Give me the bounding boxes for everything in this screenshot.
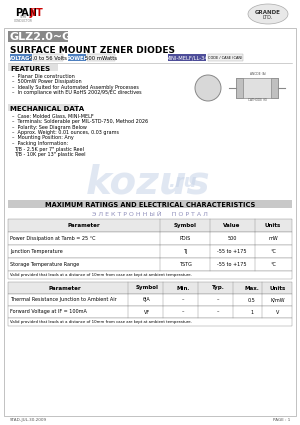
Bar <box>8 318 292 326</box>
Text: GRANDE: GRANDE <box>255 9 281 14</box>
FancyBboxPatch shape <box>8 200 292 208</box>
FancyBboxPatch shape <box>4 28 296 416</box>
Bar <box>236 78 243 98</box>
Text: 1: 1 <box>250 309 254 314</box>
Text: –  Approx. Weight: 0.01 ounces, 0.03 grams: – Approx. Weight: 0.01 ounces, 0.03 gram… <box>12 130 119 135</box>
Text: .ru: .ru <box>168 173 196 191</box>
Text: T/B - 10K per 13" plastic Reel: T/B - 10K per 13" plastic Reel <box>14 152 85 157</box>
Text: SURFACE MOUNT ZENER DIODES: SURFACE MOUNT ZENER DIODES <box>10 45 175 54</box>
Bar <box>8 306 292 318</box>
Text: –  In compliance with EU RoHS 2002/95/EC directives: – In compliance with EU RoHS 2002/95/EC … <box>12 90 142 95</box>
Text: K/mW: K/mW <box>271 298 285 303</box>
Bar <box>8 271 292 279</box>
Bar <box>271 78 278 98</box>
Text: Storage Temperature Range: Storage Temperature Range <box>10 262 79 267</box>
FancyBboxPatch shape <box>208 54 243 61</box>
Text: –  Planar Die construction: – Planar Die construction <box>12 74 75 79</box>
Text: 2.0 to 56 Volts: 2.0 to 56 Volts <box>29 56 67 60</box>
Text: Parameter: Parameter <box>49 286 81 291</box>
FancyBboxPatch shape <box>8 64 58 71</box>
FancyBboxPatch shape <box>33 54 63 61</box>
Text: CATHODE (K): CATHODE (K) <box>248 98 268 102</box>
Text: PDIS: PDIS <box>179 236 191 241</box>
Text: θJA: θJA <box>143 298 151 303</box>
Bar <box>236 78 278 98</box>
Text: Units: Units <box>265 223 281 228</box>
Text: –  500mW Power Dissipation: – 500mW Power Dissipation <box>12 79 82 84</box>
Text: 0.5: 0.5 <box>248 298 256 303</box>
Text: TJ: TJ <box>183 249 187 254</box>
Text: Valid provided that leads at a distance of 10mm from case are kept at ambient te: Valid provided that leads at a distance … <box>10 320 192 324</box>
Text: –  Case: Molded Glass, MINI-MELF: – Case: Molded Glass, MINI-MELF <box>12 113 94 119</box>
Bar <box>8 245 292 258</box>
Bar <box>8 282 292 294</box>
Text: Symbol: Symbol <box>136 286 158 291</box>
Text: –  Terminals: Solderable per MIL-STD-750, Method 2026: – Terminals: Solderable per MIL-STD-750,… <box>12 119 148 124</box>
Text: Min.: Min. <box>176 286 190 291</box>
FancyBboxPatch shape <box>87 54 115 61</box>
Text: Valid provided that leads at a distance of 10mm from case are kept at ambient te: Valid provided that leads at a distance … <box>10 273 192 277</box>
Text: –  Mounting Position: Any: – Mounting Position: Any <box>12 136 74 141</box>
Text: MINI-MELF/LL-34: MINI-MELF/LL-34 <box>166 56 208 60</box>
Text: -55 to +175: -55 to +175 <box>217 249 247 254</box>
Text: Э Л Е К Т Р О Н Н Ы Й     П О Р Т А Л: Э Л Е К Т Р О Н Н Ы Й П О Р Т А Л <box>92 212 208 216</box>
Text: TSTG: TSTG <box>178 262 191 267</box>
Text: kozus: kozus <box>86 163 210 201</box>
Bar <box>8 219 292 232</box>
Text: CODE / CASE (CAN): CODE / CASE (CAN) <box>208 56 242 60</box>
Text: –: – <box>182 298 184 303</box>
Text: Power Dissipation at Tamb = 25 °C: Power Dissipation at Tamb = 25 °C <box>10 236 95 241</box>
FancyBboxPatch shape <box>10 54 32 61</box>
Text: Max.: Max. <box>244 286 260 291</box>
Text: Symbol: Symbol <box>173 223 196 228</box>
Text: Forward Voltage at IF = 100mA: Forward Voltage at IF = 100mA <box>10 309 87 314</box>
Text: °C: °C <box>270 262 276 267</box>
Bar <box>8 294 292 306</box>
Text: JiT: JiT <box>30 8 44 18</box>
Text: PAN: PAN <box>15 8 37 18</box>
Text: PAGE : 1: PAGE : 1 <box>273 418 290 422</box>
Ellipse shape <box>248 4 288 24</box>
Text: –: – <box>217 309 219 314</box>
Text: °C: °C <box>270 249 276 254</box>
FancyBboxPatch shape <box>8 31 68 42</box>
Text: POWER: POWER <box>66 56 88 60</box>
Bar <box>8 232 292 245</box>
Text: Thermal Resistance Junction to Ambient Air: Thermal Resistance Junction to Ambient A… <box>10 298 117 303</box>
Text: –: – <box>217 298 219 303</box>
FancyBboxPatch shape <box>168 54 206 61</box>
Text: Value: Value <box>223 223 241 228</box>
Text: MAXIMUM RATINGS AND ELECTRICAL CHARACTERISTICS: MAXIMUM RATINGS AND ELECTRICAL CHARACTER… <box>45 201 255 207</box>
FancyBboxPatch shape <box>8 104 78 111</box>
Text: ANODE (A): ANODE (A) <box>250 72 266 76</box>
Text: Parameter: Parameter <box>68 223 100 228</box>
Text: V: V <box>276 309 280 314</box>
Text: VF: VF <box>144 309 150 314</box>
FancyBboxPatch shape <box>68 54 86 61</box>
Text: –  Ideally Suited for Automated Assembly Processes: – Ideally Suited for Automated Assembly … <box>12 85 139 90</box>
Text: 500: 500 <box>227 236 237 241</box>
Text: MECHANICAL DATA: MECHANICAL DATA <box>10 105 84 111</box>
Text: -55 to +175: -55 to +175 <box>217 262 247 267</box>
Text: T/B - 2.5K per 7" plastic Reel: T/B - 2.5K per 7" plastic Reel <box>14 147 84 151</box>
Text: GLZ2.0~GLZ56: GLZ2.0~GLZ56 <box>10 32 103 42</box>
Text: VOLTAGE: VOLTAGE <box>8 56 34 60</box>
Text: Typ.: Typ. <box>212 286 224 291</box>
Text: LTD.: LTD. <box>263 14 273 20</box>
Bar <box>8 258 292 271</box>
Text: mW: mW <box>268 236 278 241</box>
Text: Units: Units <box>270 286 286 291</box>
Text: –: – <box>182 309 184 314</box>
Text: 500 mWatts: 500 mWatts <box>85 56 117 60</box>
Text: FEATURES: FEATURES <box>10 65 50 71</box>
Text: STAD-JUL.30.2009: STAD-JUL.30.2009 <box>10 418 47 422</box>
Text: –  Polarity: See Diagram Below: – Polarity: See Diagram Below <box>12 125 87 130</box>
Text: –  Packing Information:: – Packing Information: <box>12 141 68 146</box>
Text: Junction Temperature: Junction Temperature <box>10 249 63 254</box>
Text: SEMI
CONDUCTOR: SEMI CONDUCTOR <box>14 15 32 23</box>
Ellipse shape <box>195 75 221 101</box>
